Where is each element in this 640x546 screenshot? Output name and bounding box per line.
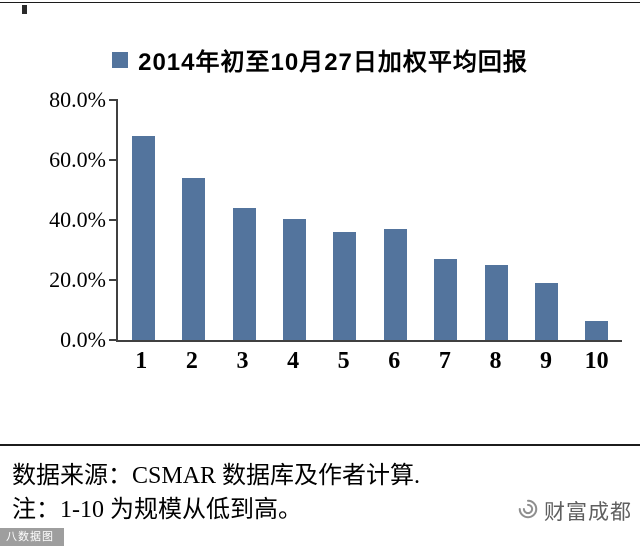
bar: [534, 283, 558, 340]
bars: [118, 100, 622, 340]
bar: [282, 218, 306, 340]
x-tick-label: 7: [438, 348, 451, 374]
x-tick-label: 9: [540, 348, 553, 374]
data-source-text: 数据来源：CSMAR 数据库及作者计算.: [12, 463, 421, 489]
plot-column: 1 2 3 4 5 6 7 8 9 10: [109, 99, 622, 375]
legend-swatch: [112, 51, 129, 68]
plot-area: [109, 99, 622, 342]
y-tick-label: 80.0%: [49, 87, 106, 112]
brand-logo: 财富成都: [517, 496, 632, 526]
bar: [383, 229, 407, 340]
bar-slot: [420, 100, 470, 340]
bar: [434, 259, 458, 340]
y-axis: 80.0% 60.0% 40.0% 20.0% 0.0%: [10, 87, 116, 352]
y-axis-tick: [109, 99, 118, 101]
y-axis-tick: [109, 279, 118, 281]
top-left-mark: [22, 5, 27, 14]
x-tick-label: 3: [236, 348, 249, 374]
bar-slot: [118, 100, 168, 340]
x-tick-label: 1: [135, 348, 148, 374]
x-tick-label: 2: [185, 348, 198, 374]
y-tick-label: 0.0%: [60, 327, 106, 352]
x-tick-label: 4: [287, 348, 300, 374]
bar-slot: [572, 100, 622, 340]
x-tick-label: 6: [388, 348, 401, 374]
bar: [232, 208, 256, 340]
bar: [333, 232, 357, 340]
y-tick-label: 40.0%: [49, 207, 106, 232]
brand-name: 财富成都: [544, 501, 632, 524]
x-axis-labels: 1 2 3 4 5 6 7 8 9 10: [116, 348, 622, 375]
y-axis-tick: [109, 219, 118, 221]
note-text: 注：1-10 为规模从低到高。: [12, 497, 302, 523]
chart-title: 2014年初至10月27日加权平均回报: [138, 49, 528, 76]
x-tick-label: 10: [584, 348, 609, 374]
bar-slot: [521, 100, 571, 340]
bar: [131, 136, 155, 340]
bar-chart: 80.0% 60.0% 40.0% 20.0% 0.0% 1 2 3 4 5 6 7 8 9 10: [10, 87, 622, 375]
bar: [484, 265, 508, 340]
bar-slot: [168, 100, 218, 340]
chart-legend: 2014年初至10月27日加权平均回报: [0, 42, 640, 77]
footer-separator-line: [0, 444, 640, 446]
x-tick-label: 5: [337, 348, 350, 374]
x-tick-label: 8: [489, 348, 502, 374]
bar-slot: [320, 100, 370, 340]
bar-slot: [219, 100, 269, 340]
y-axis-tick: [109, 339, 118, 341]
watermark-strip: 八数据图: [0, 528, 64, 546]
y-tick-label: 20.0%: [49, 267, 106, 292]
bar-slot: [370, 100, 420, 340]
top-border-line: [0, 2, 640, 3]
bar-slot: [471, 100, 521, 340]
swirl-icon: [517, 498, 539, 525]
y-axis-tick: [109, 159, 118, 161]
y-tick-label: 60.0%: [49, 147, 106, 172]
bar: [182, 178, 206, 340]
bar-slot: [269, 100, 319, 340]
bar: [585, 320, 609, 340]
